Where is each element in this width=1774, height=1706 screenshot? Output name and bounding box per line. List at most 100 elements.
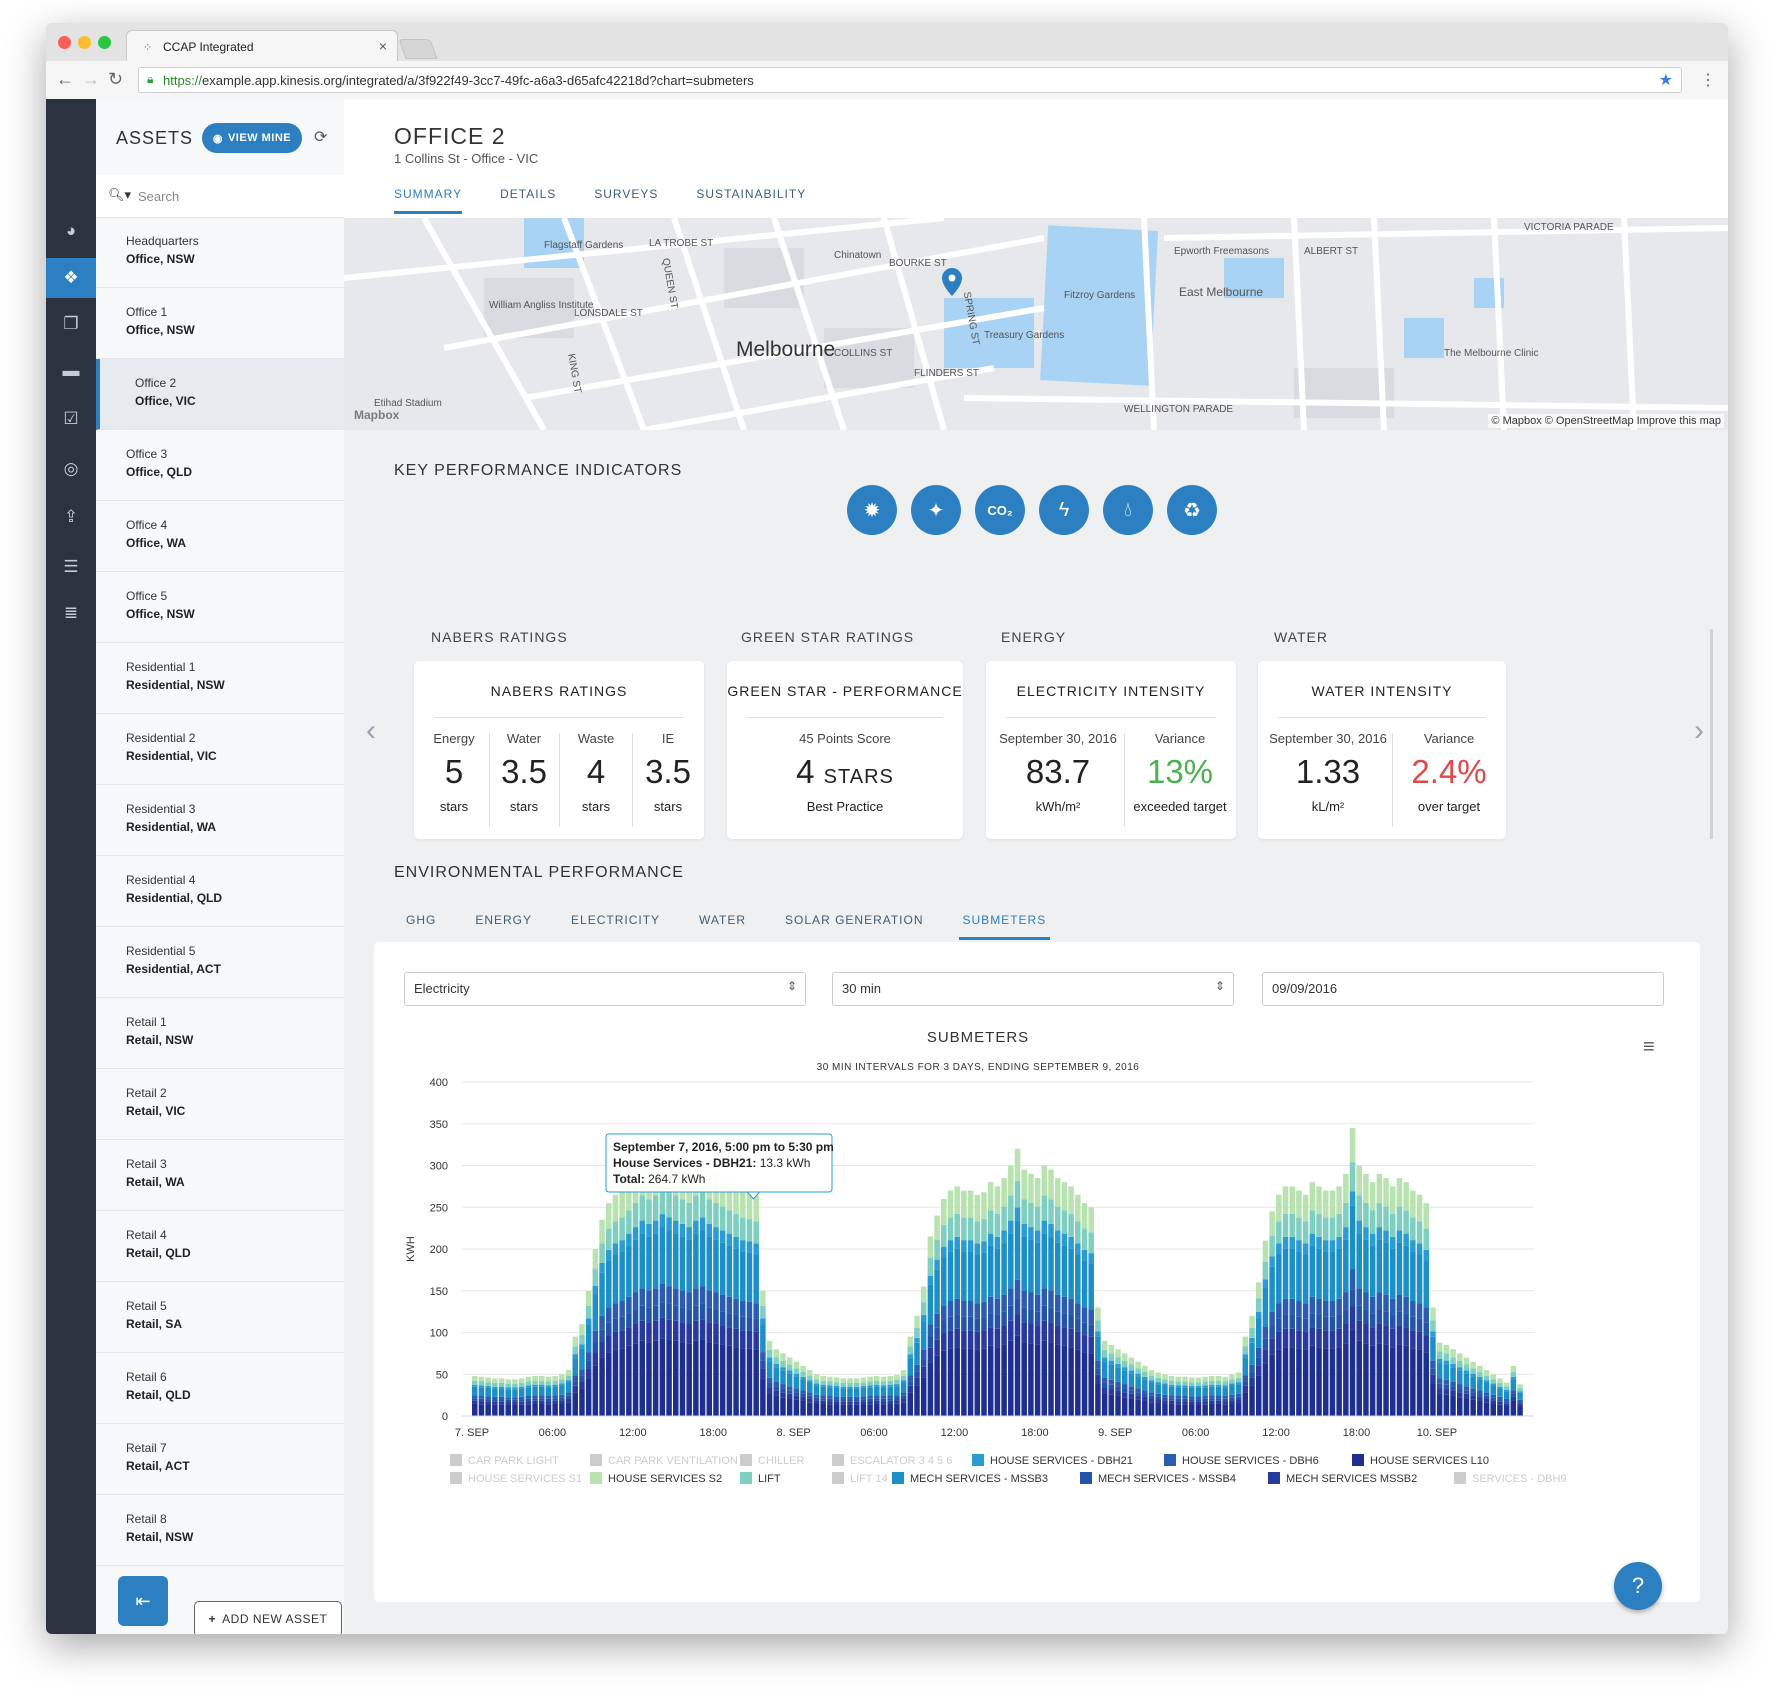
bar-segment[interactable] <box>632 1227 639 1240</box>
bar-segment[interactable] <box>1497 1382 1503 1387</box>
bar-segment[interactable] <box>1289 1328 1295 1348</box>
bar-segment[interactable] <box>1477 1396 1483 1401</box>
bar-segment[interactable] <box>652 1195 659 1221</box>
bar-segment[interactable] <box>478 1398 485 1402</box>
bar-segment[interactable] <box>1135 1388 1141 1393</box>
bar-segment[interactable] <box>1028 1239 1034 1293</box>
bar-segment[interactable] <box>1095 1374 1101 1384</box>
bar-segment[interactable] <box>1376 1309 1383 1324</box>
bar-segment[interactable] <box>1369 1233 1376 1246</box>
bar-segment[interactable] <box>619 1330 625 1349</box>
bar-segment[interactable] <box>947 1348 954 1416</box>
bar-segment[interactable] <box>1242 1392 1249 1416</box>
bar-segment[interactable] <box>900 1380 907 1383</box>
bar-segment[interactable] <box>1423 1352 1429 1416</box>
bar-segment[interactable] <box>652 1288 659 1306</box>
bar-segment[interactable] <box>492 1396 498 1400</box>
bar-segment[interactable] <box>760 1352 766 1361</box>
bar-segment[interactable] <box>1356 1233 1362 1289</box>
bar-segment[interactable] <box>492 1399 498 1402</box>
bar-segment[interactable] <box>525 1381 532 1386</box>
bar-segment[interactable] <box>894 1395 900 1398</box>
bar-segment[interactable] <box>1369 1245 1376 1297</box>
bar-segment[interactable] <box>1108 1394 1115 1416</box>
bar-segment[interactable] <box>565 1402 572 1416</box>
bar-segment[interactable] <box>1135 1395 1141 1400</box>
bar-segment[interactable] <box>793 1388 800 1393</box>
bar-segment[interactable] <box>1068 1328 1074 1348</box>
bar-segment[interactable] <box>981 1192 987 1220</box>
bar-segment[interactable] <box>673 1305 679 1321</box>
bar-segment[interactable] <box>606 1203 612 1229</box>
bar-segment[interactable] <box>1168 1380 1175 1385</box>
bar-segment[interactable] <box>746 1192 753 1220</box>
bar-segment[interactable] <box>1329 1348 1336 1416</box>
bar-segment[interactable] <box>1349 1127 1356 1163</box>
asset-list-item[interactable]: Office 1 Office, NSW <box>96 288 344 359</box>
bar-segment[interactable] <box>1262 1261 1269 1280</box>
minimize-window-button[interactable] <box>78 36 91 49</box>
bar-segment[interactable] <box>1322 1348 1329 1416</box>
bar-segment[interactable] <box>726 1210 733 1234</box>
bar-segment[interactable] <box>1356 1340 1362 1416</box>
bar-segment[interactable] <box>981 1317 987 1331</box>
bar-segment[interactable] <box>1028 1292 1034 1310</box>
bar-segment[interactable] <box>572 1375 579 1382</box>
bar-segment[interactable] <box>1041 1305 1048 1321</box>
bar-segment[interactable] <box>833 1377 840 1383</box>
bar-segment[interactable] <box>1483 1395 1490 1399</box>
bar-segment[interactable] <box>492 1382 498 1387</box>
bar-segment[interactable] <box>1155 1399 1161 1403</box>
bar-segment[interactable] <box>780 1397 786 1416</box>
bar-segment[interactable] <box>780 1388 786 1393</box>
bar-segment[interactable] <box>693 1220 699 1234</box>
bar-segment[interactable] <box>1249 1377 1255 1386</box>
bar-segment[interactable] <box>1296 1330 1302 1349</box>
bar-segment[interactable] <box>485 1396 491 1400</box>
bar-segment[interactable] <box>766 1357 773 1362</box>
bar-segment[interactable] <box>941 1350 947 1416</box>
bar-segment[interactable] <box>1463 1370 1470 1374</box>
bar-segment[interactable] <box>1510 1390 1517 1394</box>
bar-segment[interactable] <box>853 1382 860 1387</box>
asset-list-item[interactable]: Retail 8 Retail, NSW <box>96 1495 344 1566</box>
bar-segment[interactable] <box>1389 1236 1396 1249</box>
bar-segment[interactable] <box>753 1349 759 1416</box>
bar-segment[interactable] <box>1262 1287 1269 1327</box>
bar-segment[interactable] <box>746 1330 753 1349</box>
bar-segment[interactable] <box>1363 1343 1369 1416</box>
bar-segment[interactable] <box>1510 1365 1517 1372</box>
bar-segment[interactable] <box>880 1404 887 1416</box>
bar-segment[interactable] <box>1001 1344 1007 1416</box>
bar-segment[interactable] <box>559 1383 565 1386</box>
bar-segment[interactable] <box>1396 1344 1403 1416</box>
bar-segment[interactable] <box>1215 1398 1222 1401</box>
bar-segment[interactable] <box>1463 1398 1470 1416</box>
bar-segment[interactable] <box>907 1336 914 1347</box>
bar-segment[interactable] <box>820 1384 826 1387</box>
bar-segment[interactable] <box>827 1401 833 1405</box>
bar-segment[interactable] <box>827 1376 833 1382</box>
bar-segment[interactable] <box>599 1262 605 1273</box>
bar-segment[interactable] <box>1410 1240 1416 1252</box>
bar-segment[interactable] <box>619 1240 625 1252</box>
bar-segment[interactable] <box>612 1243 619 1255</box>
bar-segment[interactable] <box>1182 1376 1188 1382</box>
bar-segment[interactable] <box>1095 1320 1101 1332</box>
bar-segment[interactable] <box>1456 1388 1463 1393</box>
co2-icon[interactable]: CO₂ <box>975 485 1025 535</box>
bar-segment[interactable] <box>1336 1328 1342 1348</box>
bar-segment[interactable] <box>659 1317 666 1339</box>
bar-segment[interactable] <box>1041 1288 1048 1306</box>
bar-segment[interactable] <box>1175 1398 1182 1402</box>
bar-segment[interactable] <box>1456 1397 1463 1416</box>
bar-segment[interactable] <box>1188 1386 1195 1388</box>
bar-segment[interactable] <box>1028 1309 1034 1324</box>
bar-segment[interactable] <box>880 1398 887 1402</box>
bar-segment[interactable] <box>1450 1386 1456 1391</box>
bar-segment[interactable] <box>1121 1360 1128 1368</box>
bar-segment[interactable] <box>780 1353 786 1361</box>
asset-list-item[interactable]: Residential 5 Residential, ACT <box>96 927 344 998</box>
bar-segment[interactable] <box>1416 1221 1423 1244</box>
bar-segment[interactable] <box>1128 1373 1135 1387</box>
